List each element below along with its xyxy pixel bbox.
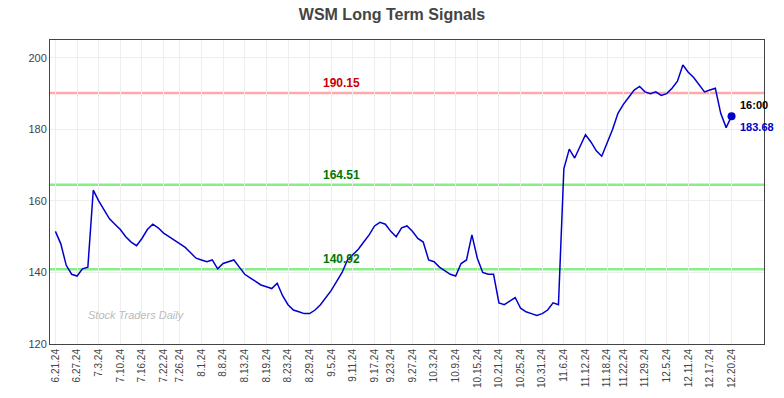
svg-text:7.26.24: 7.26.24 bbox=[174, 349, 185, 383]
svg-text:WSM Long Term Signals: WSM Long Term Signals bbox=[299, 6, 485, 23]
svg-text:Stock Traders Daily: Stock Traders Daily bbox=[88, 309, 185, 321]
svg-text:12.20.24: 12.20.24 bbox=[726, 349, 737, 388]
svg-text:9.11.24: 9.11.24 bbox=[347, 349, 358, 382]
svg-text:200: 200 bbox=[28, 52, 46, 64]
svg-text:12.5.24: 12.5.24 bbox=[661, 349, 672, 383]
svg-text:9.27.24: 9.27.24 bbox=[407, 349, 418, 383]
svg-text:8.13.24: 8.13.24 bbox=[239, 349, 250, 383]
svg-text:190.15: 190.15 bbox=[323, 76, 360, 90]
svg-text:12.17.24: 12.17.24 bbox=[704, 349, 715, 388]
svg-text:7.3.24: 7.3.24 bbox=[93, 349, 104, 377]
svg-text:11.29.24: 11.29.24 bbox=[639, 349, 650, 388]
svg-text:6.21.24: 6.21.24 bbox=[50, 349, 61, 383]
svg-text:140.92: 140.92 bbox=[323, 252, 360, 266]
svg-text:9.5.24: 9.5.24 bbox=[326, 349, 337, 377]
svg-text:11.12.24: 11.12.24 bbox=[580, 349, 591, 388]
svg-text:11.18.24: 11.18.24 bbox=[601, 349, 612, 388]
svg-text:10.3.24: 10.3.24 bbox=[428, 349, 439, 383]
svg-text:164.51: 164.51 bbox=[323, 168, 360, 182]
svg-text:10.31.24: 10.31.24 bbox=[536, 349, 547, 388]
svg-text:7.22.24: 7.22.24 bbox=[158, 349, 169, 383]
svg-text:10.9.24: 10.9.24 bbox=[450, 349, 461, 383]
svg-text:8.8.24: 8.8.24 bbox=[217, 349, 228, 377]
svg-text:8.29.24: 8.29.24 bbox=[304, 349, 315, 383]
svg-text:120: 120 bbox=[28, 338, 46, 350]
svg-text:8.1.24: 8.1.24 bbox=[196, 349, 207, 377]
svg-text:8.23.24: 8.23.24 bbox=[282, 349, 293, 383]
svg-text:140: 140 bbox=[28, 266, 46, 278]
svg-text:12.11.24: 12.11.24 bbox=[683, 349, 694, 388]
svg-text:9.17.24: 9.17.24 bbox=[369, 349, 380, 383]
svg-text:10.25.24: 10.25.24 bbox=[515, 349, 526, 388]
svg-text:6.27.24: 6.27.24 bbox=[71, 349, 82, 383]
svg-text:9.23.24: 9.23.24 bbox=[385, 349, 396, 383]
svg-text:8.19.24: 8.19.24 bbox=[261, 349, 272, 383]
svg-text:183.68: 183.68 bbox=[740, 121, 774, 133]
svg-text:10.15.24: 10.15.24 bbox=[472, 349, 483, 388]
svg-text:11.6.24: 11.6.24 bbox=[558, 349, 569, 382]
svg-text:180: 180 bbox=[28, 123, 46, 135]
svg-text:11.22.24: 11.22.24 bbox=[618, 349, 629, 388]
svg-text:7.16.24: 7.16.24 bbox=[136, 349, 147, 383]
svg-text:160: 160 bbox=[28, 195, 46, 207]
svg-text:10.21.24: 10.21.24 bbox=[493, 349, 504, 388]
svg-text:7.10.24: 7.10.24 bbox=[115, 349, 126, 383]
svg-text:16:00: 16:00 bbox=[740, 99, 768, 111]
